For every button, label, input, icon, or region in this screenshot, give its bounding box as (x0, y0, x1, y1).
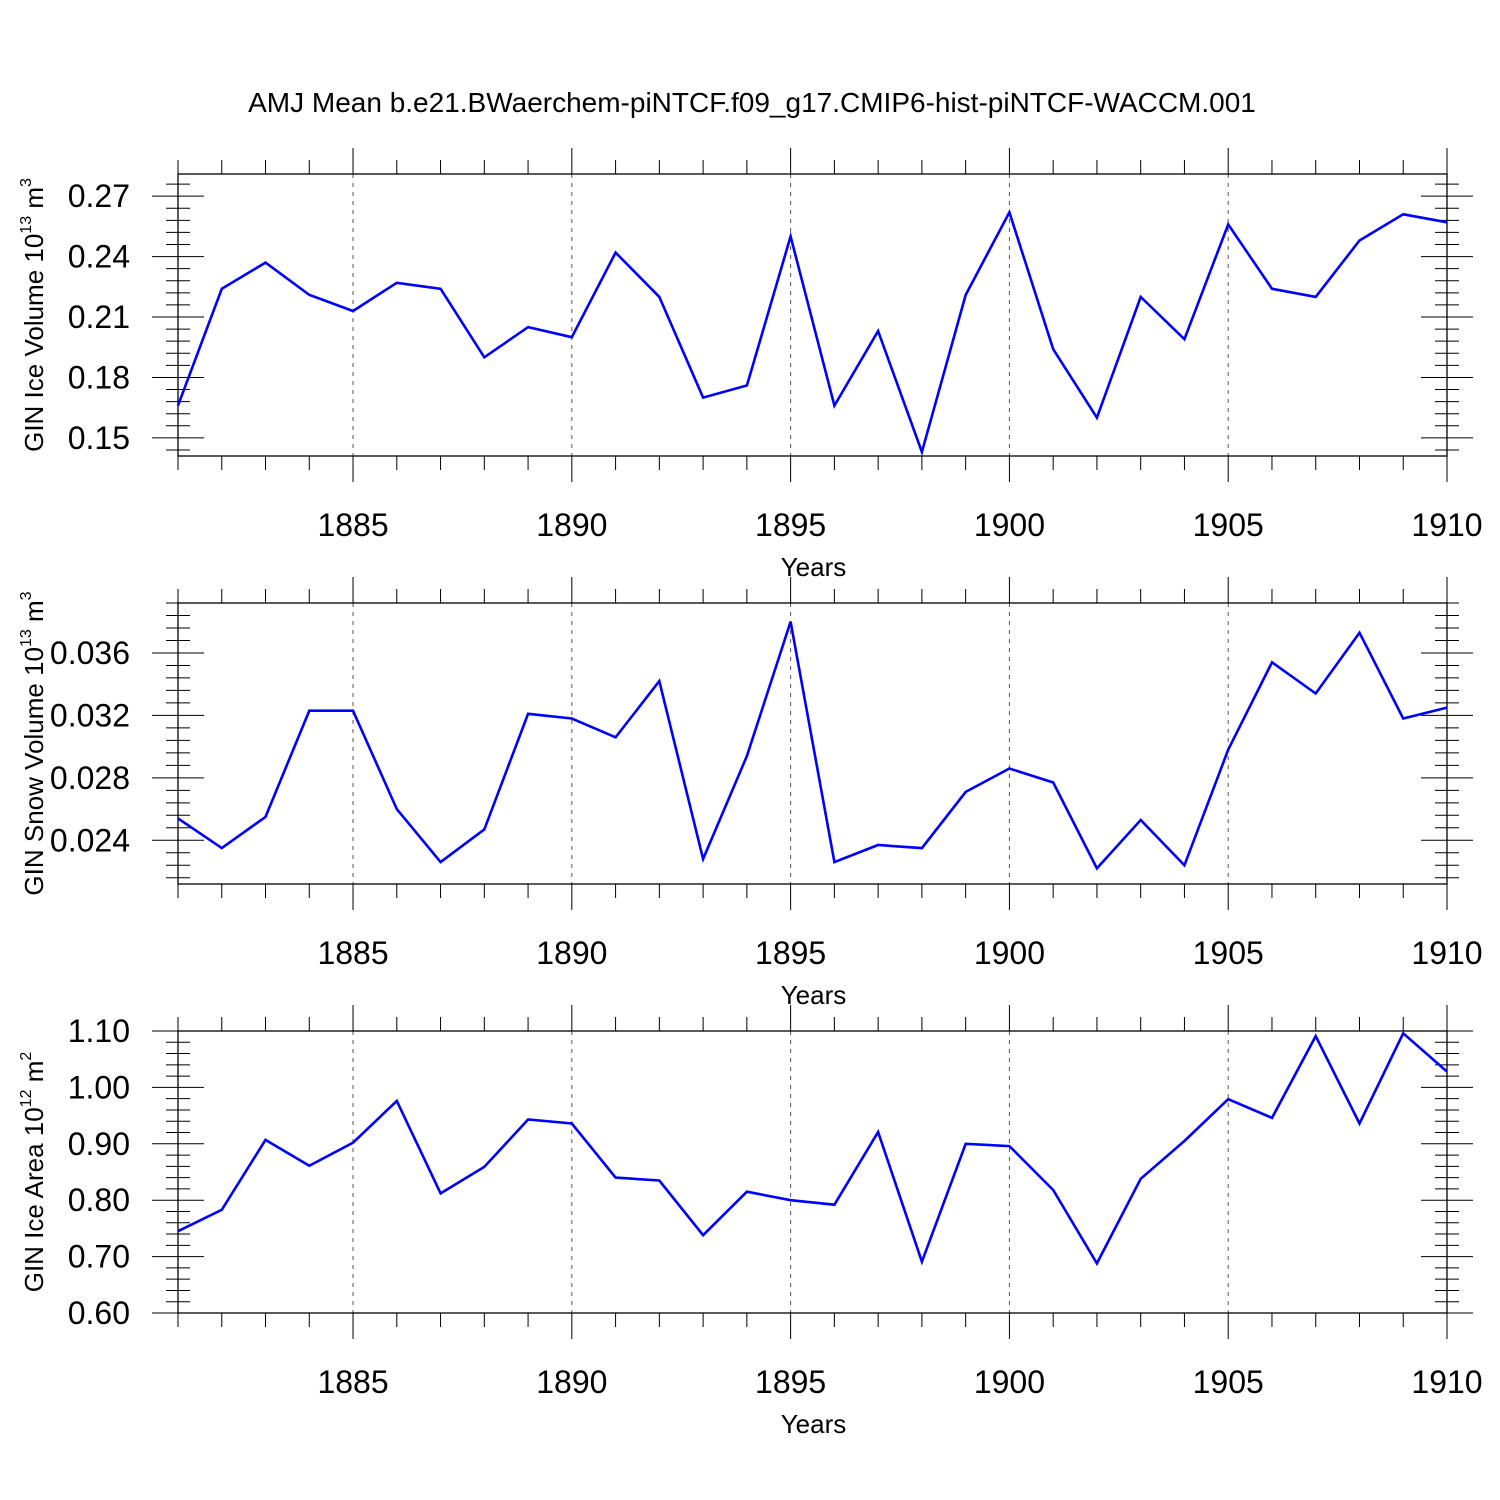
x-tick-label: 1905 (1193, 935, 1264, 971)
y-tick-label: 0.21 (68, 299, 130, 335)
plot-frame (177, 1030, 1448, 1314)
y-tick-label: 0.028 (50, 760, 130, 796)
x-tick-label: 1885 (317, 507, 388, 543)
x-axis-label: Years (781, 980, 847, 1010)
y-axis-label: GIN Snow Volume 1013 m3 (18, 591, 49, 895)
x-tick-label: 1895 (755, 507, 826, 543)
y-axis-label: GIN Ice Volume 1013 m3 (18, 178, 49, 452)
y-tick-label: 0.70 (68, 1239, 130, 1275)
x-tick-label: 1890 (536, 1364, 607, 1400)
x-tick-label: 1890 (536, 507, 607, 543)
y-tick-label: 0.036 (50, 635, 130, 671)
x-tick-label: 1910 (1411, 507, 1482, 543)
plot-frame (177, 173, 1448, 457)
x-tick-label: 1905 (1193, 1364, 1264, 1400)
series-line-1 (177, 1031, 1448, 1267)
x-tick-label: 1890 (536, 935, 607, 971)
x-tick-label: 1910 (1411, 935, 1482, 971)
x-tick-label: 1895 (755, 1364, 826, 1400)
y-tick-label: 0.80 (68, 1182, 130, 1218)
y-tick-label: 0.27 (68, 178, 130, 214)
x-tick-label: 1905 (1193, 507, 1264, 543)
chart-panel-1: 0.15 0.18 0.21 0.24 0.27 1885 1890 1895 1900 1905… (18, 148, 1483, 582)
series-line-1 (176, 208, 1448, 457)
y-tick-label: 0.15 (68, 420, 130, 456)
series-line-1 (177, 621, 1448, 871)
y-axis-label: GIN Ice Area 1012 m2 (18, 1052, 49, 1293)
y-tick-label: 0.90 (68, 1126, 130, 1162)
y-tick-label: 1.00 (68, 1069, 130, 1105)
x-axis-label: Years (781, 1409, 847, 1439)
plot-frame (177, 602, 1448, 885)
x-tick-label: 1895 (755, 935, 826, 971)
figure-title: AMJ Mean b.e21.BWaerchem-piNTCF.f09_g17.… (248, 87, 1256, 118)
y-tick-label: 1.10 (68, 1013, 130, 1049)
panels: 0.15 0.18 0.21 0.24 0.27 1885 1890 1895 1900 1905… (18, 148, 1483, 1439)
chart-panel-3: 0.60 0.70 0.80 0.90 1.00 1.10 1885 1890 1895 1900… (18, 1005, 1483, 1439)
y-tick-label: 0.60 (68, 1295, 130, 1331)
x-tick-label: 1900 (974, 935, 1045, 971)
x-tick-label: 1885 (317, 935, 388, 971)
x-tick-label: 1900 (974, 507, 1045, 543)
y-tick-label: 0.18 (68, 359, 130, 395)
y-tick-label: 0.024 (50, 822, 130, 858)
x-tick-label: 1910 (1411, 1364, 1482, 1400)
x-tick-label: 1900 (974, 1364, 1045, 1400)
x-axis-label: Years (781, 552, 847, 582)
x-tick-label: 1885 (317, 1364, 388, 1400)
y-tick-label: 0.032 (50, 697, 130, 733)
y-tick-label: 0.24 (68, 239, 130, 275)
chart-panel-2: 0.024 0.028 0.032 0.036 1885 1890 1895 1900 1905… (18, 577, 1483, 1010)
